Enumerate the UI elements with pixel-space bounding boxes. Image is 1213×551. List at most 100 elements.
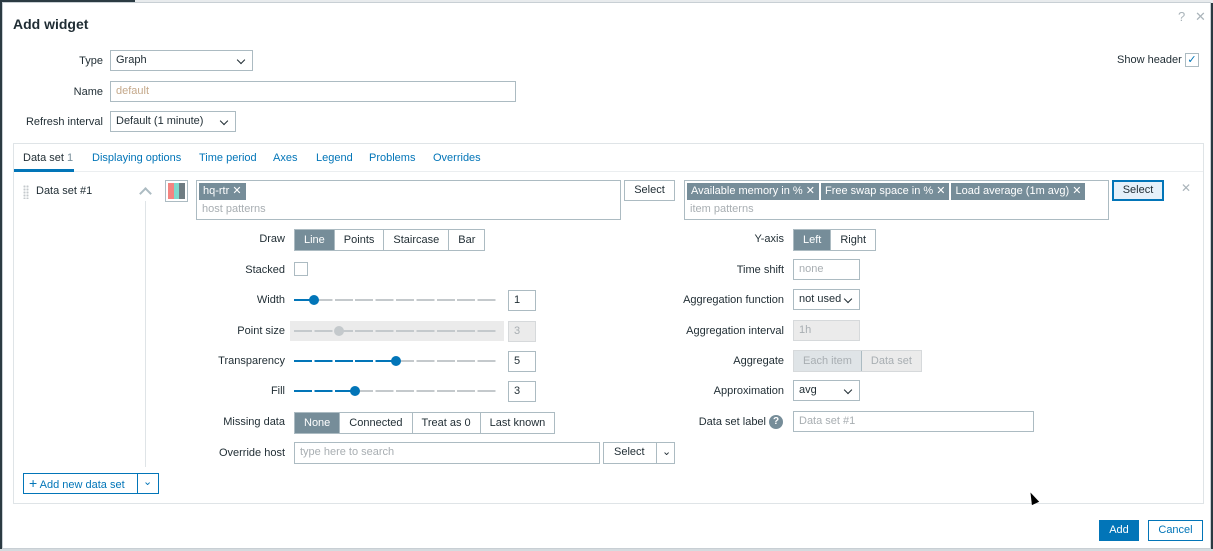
- tag-label: Free swap space in %: [824, 185, 934, 197]
- name-input[interactable]: default: [110, 81, 516, 102]
- color-stripe: [168, 183, 174, 199]
- item-tag: Available memory in % ✕: [687, 183, 819, 200]
- remove-tag-icon[interactable]: ✕: [1069, 185, 1082, 197]
- cancel-button[interactable]: Cancel: [1148, 520, 1203, 541]
- draw-toggle[interactable]: Line Points Staircase Bar: [294, 229, 486, 251]
- fill-label: Fill: [270, 385, 285, 397]
- slider-knob[interactable]: [350, 386, 361, 396]
- y-axis-option[interactable]: Left: [794, 230, 832, 250]
- draw-option[interactable]: Line: [295, 230, 335, 250]
- item-select-button[interactable]: Select: [1112, 180, 1164, 201]
- item-patterns-input[interactable]: Available memory in % ✕ Free swap space i…: [684, 180, 1109, 220]
- add-button[interactable]: Add: [1099, 520, 1139, 541]
- width-input[interactable]: 1: [508, 290, 536, 311]
- missing-data-label: Missing data: [223, 416, 285, 428]
- data-set-label-placeholder: Data set #1: [799, 415, 856, 427]
- aggregate-option[interactable]: Each item: [794, 351, 862, 371]
- show-header-checkbox[interactable]: ✓: [1185, 53, 1199, 67]
- missing-data-option[interactable]: Last known: [480, 413, 555, 433]
- data-set-label-input[interactable]: Data set #1: [793, 411, 1034, 432]
- dialog-title: Add widget: [13, 16, 89, 32]
- remove-tag-icon[interactable]: ✕: [933, 185, 946, 197]
- drag-handle-icon[interactable]: [23, 185, 29, 199]
- draw-option[interactable]: Bar: [449, 230, 485, 250]
- slider-track: [294, 299, 498, 301]
- remove-tag-icon[interactable]: ✕: [229, 185, 242, 197]
- tab-bar: Data set 1 Displaying options Time perio…: [14, 144, 1203, 172]
- fill-input[interactable]: 3: [508, 381, 536, 402]
- slider-knob[interactable]: [309, 295, 320, 305]
- tab-time-period[interactable]: Time period: [199, 152, 257, 164]
- y-axis-label: Y-axis: [754, 233, 784, 245]
- transparency-input[interactable]: 5: [508, 351, 536, 372]
- active-tab-indicator: [14, 169, 74, 172]
- aggregation-function-select[interactable]: not used: [793, 289, 860, 310]
- select-label: Select: [614, 446, 645, 458]
- slider-knob[interactable]: [334, 326, 345, 336]
- color-stripe: [173, 183, 180, 199]
- aggregate-toggle: Each item Data set: [793, 350, 922, 372]
- approximation-label: Approximation: [713, 385, 784, 397]
- override-host-select-button[interactable]: Select ⌄: [603, 442, 675, 464]
- host-patterns-input[interactable]: hq-rtr ✕ host patterns: [196, 180, 621, 220]
- data-set-label-label: Data set label: [698, 416, 766, 428]
- plus-icon: +: [29, 475, 38, 491]
- y-axis-toggle[interactable]: Left Right: [793, 229, 877, 251]
- aggregate-option[interactable]: Data set: [861, 351, 921, 371]
- time-shift-input[interactable]: none: [793, 259, 860, 280]
- y-axis-option[interactable]: Right: [831, 230, 876, 250]
- time-shift-label: Time shift: [736, 264, 784, 276]
- approximation-select[interactable]: avg: [793, 380, 860, 401]
- missing-data-option[interactable]: Connected: [340, 413, 413, 433]
- tab-label: Data set: [23, 152, 64, 164]
- aggregation-interval-label: Aggregation interval: [686, 325, 784, 337]
- stacked-checkbox[interactable]: [294, 262, 308, 276]
- point-size-slider: [290, 321, 504, 341]
- aggregation-function-label: Aggregation function: [683, 294, 784, 306]
- chevron-down-icon[interactable]: ⌄: [143, 476, 153, 488]
- override-host-label: Override host: [218, 447, 285, 459]
- item-tag: Free swap space in % ✕: [820, 183, 950, 200]
- override-host-placeholder: type here to search: [300, 446, 395, 458]
- missing-data-option[interactable]: None: [295, 413, 341, 433]
- transparency-slider[interactable]: [294, 351, 498, 371]
- slider-knob[interactable]: [391, 356, 401, 366]
- add-new-data-set-button[interactable]: + Add new data set ⌄: [23, 473, 159, 494]
- dataset-title: Data set #1: [36, 185, 93, 197]
- dataset-divider: [145, 201, 146, 467]
- override-host-input[interactable]: type here to search: [294, 442, 600, 464]
- background-dashboard: [135, 0, 1213, 3]
- remove-tag-icon[interactable]: ✕: [802, 185, 815, 197]
- show-header-label: Show header: [1117, 54, 1182, 66]
- tab-problems[interactable]: Problems: [369, 152, 416, 164]
- tab-axes[interactable]: Axes: [273, 152, 298, 164]
- color-picker[interactable]: [165, 180, 188, 202]
- point-size-label: Point size: [237, 325, 285, 337]
- refresh-interval-select[interactable]: Default (1 minute): [110, 111, 236, 132]
- tab-data-set[interactable]: Data set 1: [23, 152, 73, 164]
- fill-slider[interactable]: [294, 381, 498, 401]
- missing-data-option[interactable]: Treat as 0: [412, 413, 481, 433]
- add-new-data-set-label: Add new data set: [39, 479, 125, 491]
- tag-label: hq-rtr: [203, 185, 230, 197]
- help-icon[interactable]: ?: [1178, 9, 1186, 24]
- tag-label: Available memory in %: [691, 185, 803, 197]
- draw-option[interactable]: Points: [334, 230, 385, 250]
- aggregation-interval-input: 1h: [793, 320, 860, 341]
- slider-fill: [294, 330, 340, 332]
- background-dashboard-bottom: [0, 549, 1213, 551]
- tab-overrides[interactable]: Overrides: [433, 152, 481, 164]
- close-icon[interactable]: ✕: [1195, 9, 1206, 24]
- refresh-label: Refresh interval: [25, 116, 103, 128]
- tab-displaying-options[interactable]: Displaying options: [92, 152, 182, 164]
- width-slider[interactable]: [294, 290, 498, 310]
- host-select-button[interactable]: Select: [624, 180, 675, 201]
- missing-data-toggle[interactable]: None Connected Treat as 0 Last known: [294, 412, 556, 434]
- tab-legend[interactable]: Legend: [316, 152, 353, 164]
- type-select[interactable]: Graph: [110, 50, 253, 71]
- remove-dataset-icon[interactable]: ✕: [1181, 181, 1192, 195]
- slider-track: [294, 390, 498, 392]
- draw-option[interactable]: Staircase: [384, 230, 450, 250]
- help-question-icon[interactable]: ?: [769, 415, 783, 429]
